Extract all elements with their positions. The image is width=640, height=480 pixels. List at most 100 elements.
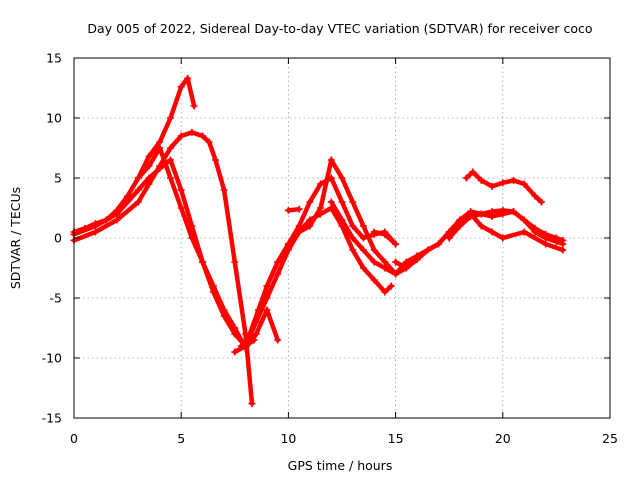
y-tick-label: 5	[54, 171, 62, 186]
data-point	[488, 228, 496, 236]
data-point	[488, 182, 496, 190]
data-point	[477, 210, 485, 218]
data-point	[306, 222, 314, 230]
data-point	[212, 156, 220, 164]
x-tick-label: 25	[602, 431, 618, 446]
data-point	[381, 258, 389, 266]
data-point	[445, 234, 453, 242]
data-point	[542, 234, 550, 242]
axis-ticks: 0 5 10 15 20 25 -15 -10 -5 0 5 10 15	[42, 51, 618, 447]
data-point	[327, 156, 335, 164]
data-point	[499, 234, 507, 242]
data-point	[156, 144, 164, 152]
data-point	[284, 240, 292, 248]
data-point	[392, 270, 400, 278]
data-point	[520, 216, 528, 224]
data-point	[199, 132, 207, 140]
data-point	[274, 258, 282, 266]
data-point	[166, 156, 174, 164]
data-point	[370, 276, 378, 284]
data-point	[91, 228, 99, 236]
data-point	[263, 306, 271, 314]
data-point	[295, 205, 303, 213]
data-point	[338, 216, 346, 224]
x-tick-label: 15	[388, 431, 404, 446]
data-point	[381, 230, 389, 238]
data-point	[413, 256, 421, 264]
data-point	[252, 318, 260, 326]
data-point	[295, 228, 303, 236]
y-tick-label: -15	[42, 411, 62, 426]
data-point	[220, 306, 228, 314]
data-point	[559, 240, 567, 248]
data-point	[392, 240, 400, 248]
data-point	[242, 342, 250, 350]
data-point	[359, 222, 367, 230]
x-tick-label: 0	[70, 431, 78, 446]
data-point	[134, 198, 142, 206]
data-point	[434, 240, 442, 248]
data-point	[510, 208, 518, 216]
data-point	[537, 198, 545, 206]
data-point	[531, 192, 539, 200]
series-trace-7	[253, 157, 420, 325]
data-point	[274, 270, 282, 278]
y-tick-label: 0	[54, 231, 62, 246]
x-tick-label: 5	[177, 431, 185, 446]
data-point	[456, 222, 464, 230]
data-point	[520, 180, 528, 188]
data-point	[402, 264, 410, 272]
data-point	[370, 228, 378, 236]
data-point	[542, 240, 550, 248]
data-point	[445, 228, 453, 236]
data-point	[467, 212, 475, 220]
data-point	[145, 152, 153, 160]
data-point	[177, 186, 185, 194]
data-point	[177, 83, 185, 91]
data-point	[91, 222, 99, 230]
series-trace-3	[71, 130, 255, 406]
x-tick-label: 10	[280, 431, 296, 446]
data-point	[477, 222, 485, 230]
data-point	[392, 258, 400, 266]
data-point	[231, 348, 239, 356]
data-point	[338, 174, 346, 182]
series-trace-1	[71, 76, 197, 235]
data-point	[349, 222, 357, 230]
data-point	[338, 198, 346, 206]
data-point	[248, 400, 256, 408]
data-point	[231, 324, 239, 332]
data-point	[284, 206, 292, 214]
data-point	[113, 216, 121, 224]
data-point	[469, 168, 477, 176]
data-point	[190, 102, 198, 110]
data-point	[317, 204, 325, 212]
data-point	[370, 246, 378, 254]
data-point	[424, 246, 432, 254]
data-point	[462, 174, 470, 182]
data-point	[499, 206, 507, 214]
data-point	[177, 204, 185, 212]
y-tick-label: 15	[46, 51, 62, 66]
data-point	[510, 176, 518, 184]
series-trace-12	[464, 169, 544, 205]
data-point	[220, 186, 228, 194]
data-point	[552, 238, 560, 246]
data-point	[156, 162, 164, 170]
data-point	[274, 336, 282, 344]
data-point	[359, 234, 367, 242]
data-point	[359, 246, 367, 254]
data-point	[124, 192, 132, 200]
data-point	[145, 162, 153, 170]
data-point	[499, 179, 507, 187]
x-axis-label: GPS time / hours	[288, 458, 393, 473]
data-point	[113, 210, 121, 218]
grid	[74, 58, 610, 418]
y-tick-label: -5	[50, 291, 62, 306]
data-point	[188, 234, 196, 242]
y-axis-label: SDTVAR / TECUs	[8, 187, 23, 289]
data-point	[327, 198, 335, 206]
data-point	[199, 258, 207, 266]
data-point	[166, 174, 174, 182]
